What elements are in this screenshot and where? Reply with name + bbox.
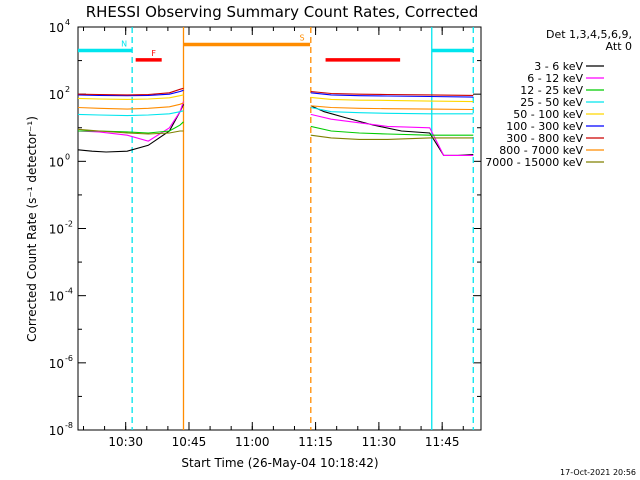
y-tick-label: 10 <box>49 290 64 304</box>
legend-label: 300 - 800 keV <box>506 132 583 145</box>
series-line <box>77 102 474 111</box>
y-tick-label: 10 <box>49 223 64 237</box>
y-tick-exponent: -6 <box>65 354 73 363</box>
y-tick-exponent: -8 <box>65 421 73 430</box>
legend-header: Att 0 <box>606 40 632 53</box>
x-tick-label: 10:30 <box>108 435 143 449</box>
x-tick-label: 11:00 <box>235 435 270 449</box>
y-axis-label: Corrected Count Rate (s⁻¹ detector⁻¹) <box>25 116 39 342</box>
x-tick-label: 11:45 <box>425 435 460 449</box>
y-tick-label: 10 <box>49 424 64 438</box>
series-line <box>77 94 474 103</box>
legend-label: 800 - 7000 keV <box>499 144 583 157</box>
legend-label: 25 - 50 keV <box>520 96 583 109</box>
y-tick-label: 10 <box>49 21 64 35</box>
y-tick-label: 10 <box>49 357 64 371</box>
series-line <box>77 106 474 117</box>
y-tick-label: 10 <box>49 155 64 169</box>
series-line <box>77 101 474 156</box>
flag-label: N <box>121 39 127 48</box>
series-line <box>77 87 474 96</box>
y-tick-label: 10 <box>49 88 64 102</box>
legend-label: 50 - 100 keV <box>513 108 583 121</box>
legend-label: 7000 - 15000 keV <box>485 156 583 169</box>
x-tick-label: 11:30 <box>362 435 397 449</box>
legend-header: Det 1,3,4,5,6,9, <box>546 28 632 41</box>
legend-label: 6 - 12 keV <box>527 72 583 85</box>
flag-label: F <box>151 49 156 58</box>
legend-label: 100 - 300 keV <box>506 120 583 133</box>
series-line <box>77 128 474 140</box>
flag-label: S <box>300 34 305 43</box>
x-axis: 10:30 10:45 11:00 11:15 11:30 11:45 <box>82 27 464 449</box>
footer-timestamp: 17-Oct-2021 20:56 <box>560 468 636 477</box>
y-tick-exponent: 0 <box>65 152 70 161</box>
y-tick-exponent: 4 <box>65 18 70 27</box>
y-tick-exponent: -4 <box>65 287 73 296</box>
x-tick-label: 10:45 <box>172 435 207 449</box>
y-tick-exponent: 2 <box>65 85 70 94</box>
x-tick-label: 11:15 <box>298 435 333 449</box>
series-line <box>77 89 474 98</box>
legend-label: 12 - 25 keV <box>520 84 583 97</box>
series-line <box>77 104 474 156</box>
y-tick-exponent: -2 <box>65 220 73 229</box>
series-layer <box>77 87 474 156</box>
legend-label: 3 - 6 keV <box>534 60 583 73</box>
plot-area <box>77 26 482 431</box>
annotations: N F S <box>78 27 474 430</box>
x-axis-label: Start Time (26-May-04 10:18:42) <box>181 456 378 470</box>
chart-title: RHESSI Observing Summary Count Rates, Co… <box>86 3 479 21</box>
